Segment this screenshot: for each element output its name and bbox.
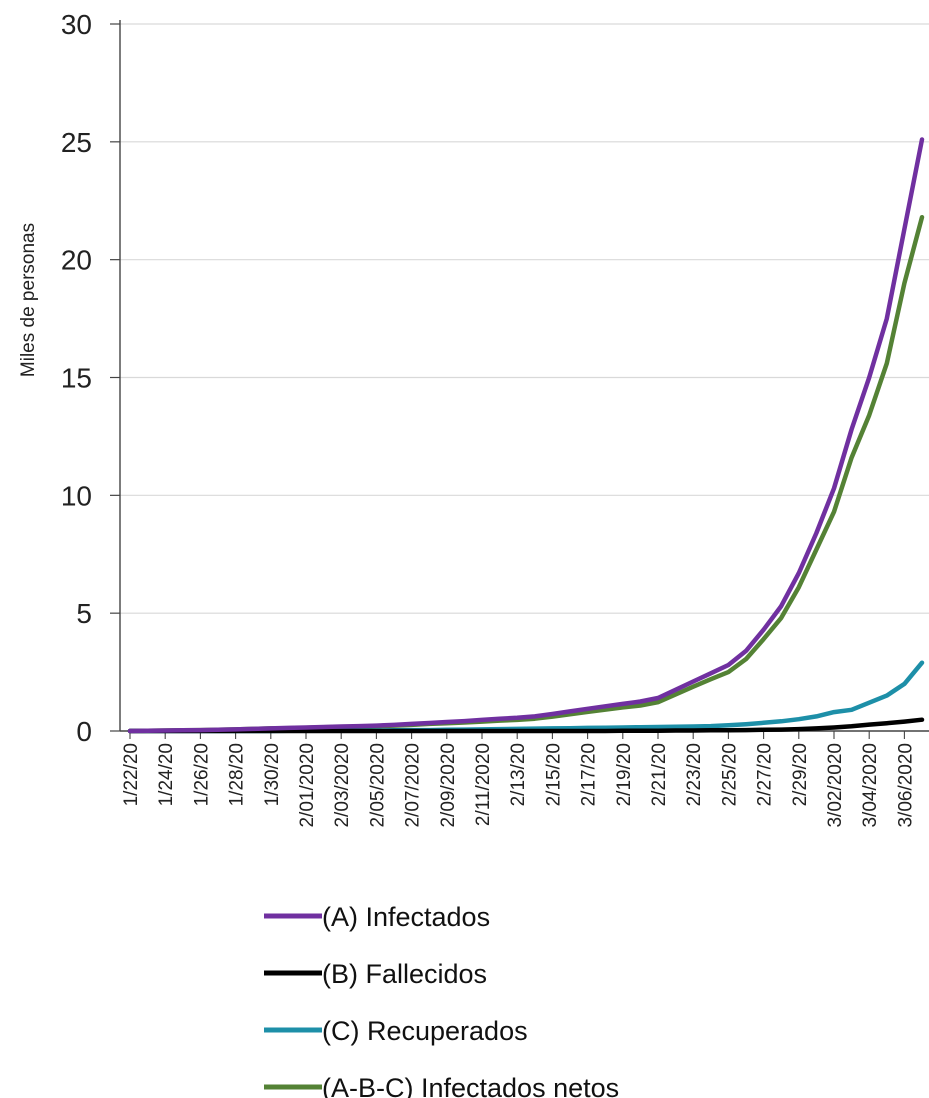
x-tick-label: 2/07/2020	[403, 743, 424, 828]
x-tick-label: 2/25/20	[719, 743, 740, 806]
y-axis-ticks: 0 5 10 15 20 25 30	[61, 9, 120, 747]
axes	[119, 20, 929, 732]
x-tick-label: 2/01/2020	[297, 743, 318, 828]
x-tick-label: 3/06/2020	[895, 743, 916, 828]
series-line-a-b-c-infectados-netos	[127, 214, 925, 734]
x-tick-label: 2/19/20	[614, 743, 635, 806]
x-tick-label: 1/30/20	[262, 743, 283, 806]
series-lines	[127, 137, 925, 734]
y-tick-label: 0	[76, 716, 92, 747]
x-tick-label: 2/23/20	[684, 743, 705, 806]
y-tick-label: 30	[61, 9, 92, 40]
x-tick-label: 2/05/2020	[367, 743, 388, 828]
x-tick-label: 1/24/20	[156, 743, 177, 806]
legend-label: (B) Fallecidos	[322, 959, 487, 989]
series-line-b-fallecidos	[127, 717, 925, 734]
x-tick-label: 3/04/2020	[860, 743, 881, 828]
x-tick-label: 1/28/20	[227, 743, 248, 806]
x-tick-label: 1/22/20	[121, 743, 142, 806]
x-tick-label: 2/09/2020	[438, 743, 459, 828]
y-tick-label: 20	[61, 245, 92, 276]
x-tick-label: 2/21/20	[649, 743, 670, 806]
y-tick-label: 5	[76, 598, 92, 629]
x-axis-ticks: 1/22/20 1/24/20 1/26/20 1/28/20 1/30/20 2/01/…	[121, 731, 916, 828]
x-tick-label: 2/17/20	[579, 743, 600, 806]
y-tick-label: 15	[61, 363, 92, 394]
y-axis-label: Miles de personas	[18, 223, 39, 377]
x-tick-label: 2/27/20	[755, 743, 776, 806]
series-line-a-infectados	[127, 137, 925, 734]
x-tick-label: 2/03/2020	[332, 743, 353, 828]
x-tick-label: 2/15/20	[543, 743, 564, 806]
gridlines	[120, 23, 929, 614]
x-tick-label: 1/26/20	[191, 743, 212, 806]
x-tick-label: 2/29/20	[790, 743, 811, 806]
legend-label: (C) Recuperados	[322, 1016, 528, 1046]
legend: (A) Infectados (B) Fallecidos (C) Recupera…	[264, 902, 619, 1098]
legend-label: (A-B-C) Infectados netos	[322, 1073, 619, 1098]
x-tick-label: 3/02/2020	[825, 743, 846, 828]
legend-label: (A) Infectados	[322, 902, 490, 932]
y-tick-label: 10	[61, 480, 92, 511]
x-tick-label: 2/11/2020	[473, 743, 494, 826]
x-tick-label: 2/13/20	[508, 743, 529, 806]
y-tick-label: 25	[61, 127, 92, 158]
